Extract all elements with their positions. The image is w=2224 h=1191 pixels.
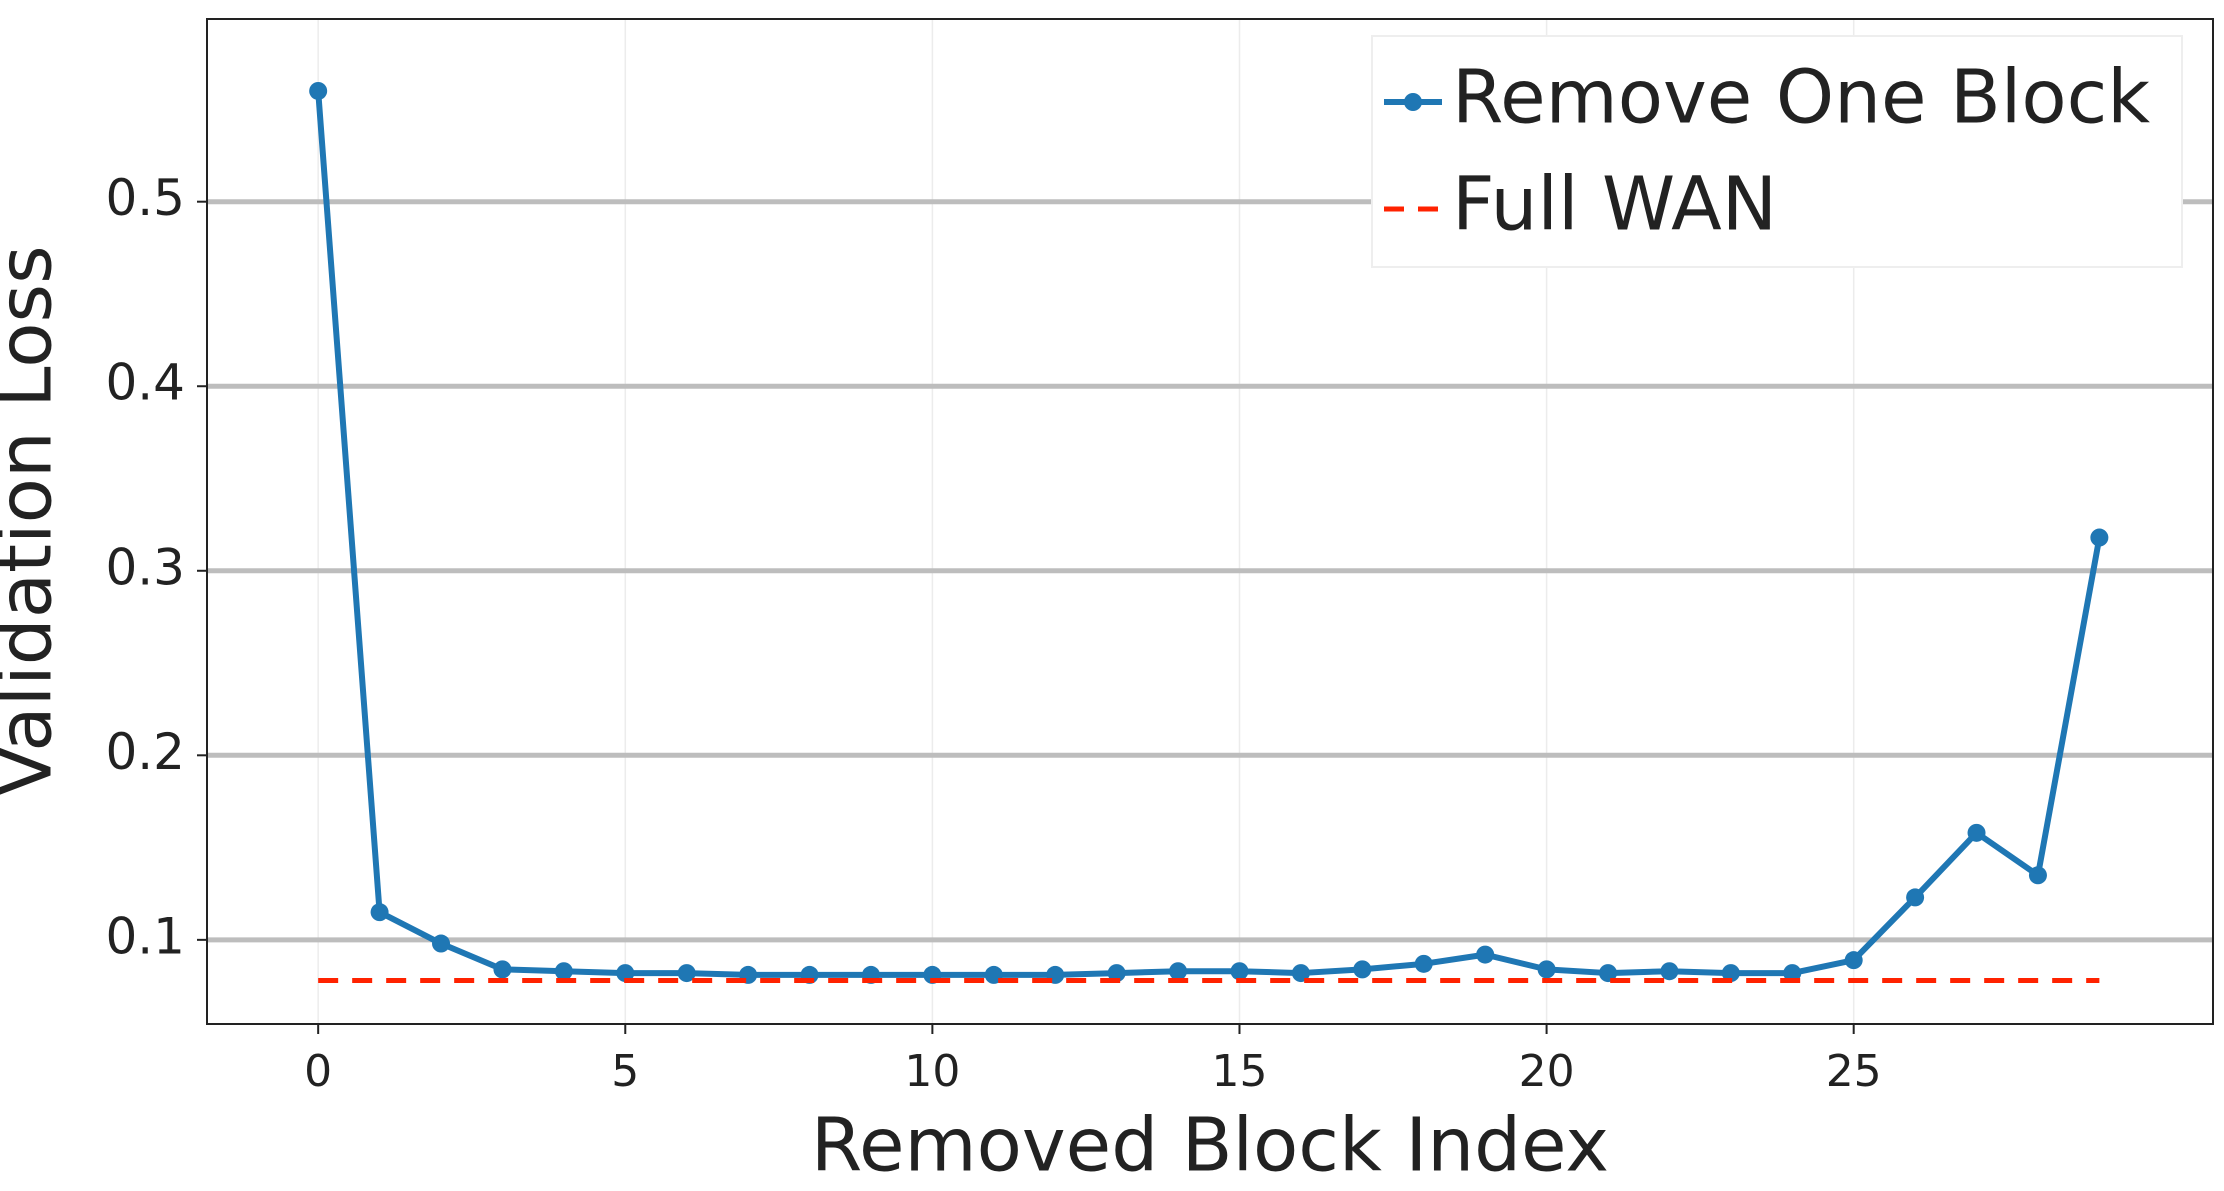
data-point	[1291, 964, 1310, 983]
x-tick-label: 10	[904, 1046, 960, 1097]
legend-box	[1371, 35, 2183, 268]
plot-frame	[206, 18, 2214, 1025]
data-point	[432, 934, 451, 953]
data-point	[493, 960, 512, 979]
data-point	[1906, 888, 1925, 907]
data-point	[1230, 962, 1249, 981]
data-point	[1353, 960, 1372, 979]
x-axis-title: Removed Block Index	[811, 1103, 1609, 1189]
data-point	[1169, 962, 1188, 981]
y-axis-title: Validation Loss	[0, 245, 69, 796]
x-tick-label: 20	[1519, 1046, 1575, 1097]
data-point	[309, 81, 328, 100]
data-point	[554, 962, 573, 981]
data-point	[1414, 954, 1433, 973]
y-tick-label: 0.2	[105, 723, 185, 781]
data-point	[2090, 528, 2109, 547]
data-point	[1660, 962, 1679, 981]
y-tick-label: 0.1	[105, 907, 185, 965]
y-tick-label: 0.4	[105, 354, 185, 412]
y-tick-label: 0.5	[105, 169, 185, 227]
data-point	[1537, 960, 1556, 979]
data-point	[1967, 823, 1986, 842]
data-point	[1599, 964, 1618, 983]
data-point	[1783, 964, 1802, 983]
data-point	[677, 964, 696, 983]
data-point	[2028, 866, 2047, 885]
data-line	[315, 90, 2103, 978]
legend-label: Remove One Block	[1452, 55, 2150, 141]
legend-label: Full WAN	[1452, 162, 1777, 248]
legend-marker	[1404, 93, 1422, 111]
data-point	[1844, 951, 1863, 970]
data-point	[370, 903, 389, 922]
data-point	[1107, 964, 1126, 983]
data-point	[1721, 964, 1740, 983]
x-tick-label: 15	[1211, 1046, 1267, 1097]
data-point	[616, 964, 635, 983]
y-tick-label: 0.3	[105, 538, 185, 596]
x-tick-label: 25	[1826, 1046, 1882, 1097]
x-tick-label: 5	[611, 1046, 639, 1097]
data-point	[1476, 945, 1495, 964]
x-tick-label: 0	[304, 1046, 332, 1097]
